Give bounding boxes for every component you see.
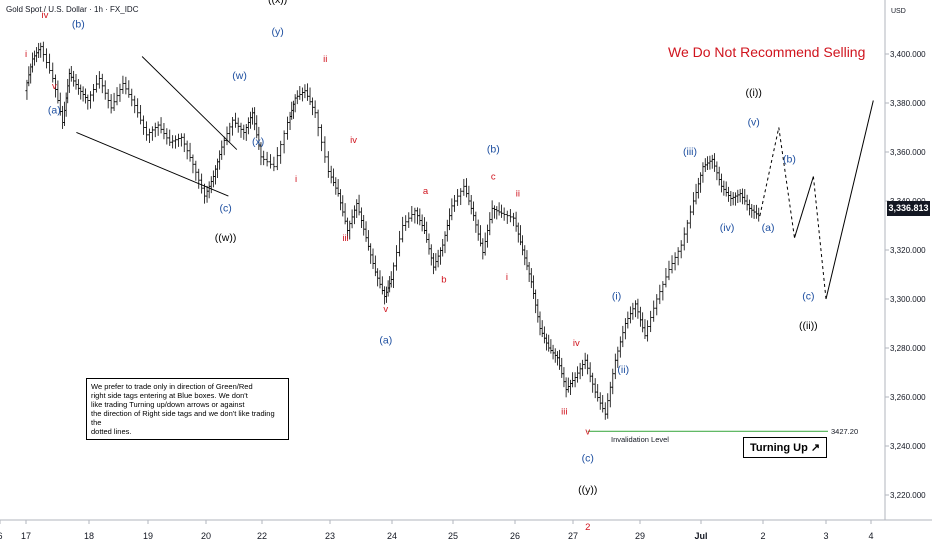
wave-label: ((i)) (746, 87, 762, 99)
turning-up-label: Turning Up (750, 442, 808, 454)
invalidation-label: Invalidation Level (611, 435, 669, 444)
wave-label: ii (323, 54, 327, 65)
wave-labels: iv(b)v(a)i(c)((w))(w)(x)((x))(y)iiiiiiiv… (25, 0, 818, 533)
wave-label: ((x)) (268, 0, 287, 6)
currency-label: USD (891, 8, 906, 15)
wave-label: iii (342, 233, 348, 244)
wave-label: v (52, 81, 57, 92)
wave-label: v (383, 304, 388, 315)
wave-label: (b) (783, 153, 796, 165)
x-tick-label: 20 (201, 531, 211, 541)
y-tick-label: 3,400.000 (890, 50, 926, 59)
wedge-lower-line (76, 131, 229, 197)
y-tick-label: 3,360.000 (890, 148, 926, 157)
wave-label: v (585, 426, 590, 437)
x-tick-label: 4 (868, 531, 873, 541)
wave-label: (a) (48, 104, 61, 116)
projection-dashed (812, 176, 827, 300)
price-series (25, 41, 761, 420)
wave-label: i (506, 272, 508, 283)
x-tick-label: 25 (448, 531, 458, 541)
wave-label: b (441, 274, 446, 285)
wave-label: (ii) (617, 364, 629, 376)
note-line: dotted lines. (91, 427, 132, 436)
wave-label: (c) (802, 291, 814, 303)
wave-label: a (423, 186, 429, 197)
x-tick-label: 17 (21, 531, 31, 541)
wave-label: iv (573, 338, 580, 349)
x-tick-label: 23 (325, 531, 335, 541)
wave-label: (b) (72, 19, 85, 31)
x-tick-label: 18 (84, 531, 94, 541)
trading-note: We prefer to trade only in direction of … (86, 378, 289, 440)
projection-solid (794, 176, 814, 238)
wave-label: ii (516, 189, 520, 200)
wave-label: 2 (585, 522, 590, 533)
wave-label: ((y)) (578, 484, 597, 496)
wave-label: (c) (219, 202, 231, 214)
y-axis: 3,220.000 3,240.000 3,260.000 3,280.000 3,30… (884, 0, 926, 520)
wave-label: (iv) (720, 222, 735, 234)
wave-label: (a) (762, 222, 775, 234)
x-tick-label: 24 (387, 531, 397, 541)
wave-label: ((w)) (215, 232, 237, 244)
wave-label: iv (41, 10, 48, 21)
note-line: right side tags entering at Blue boxes. … (91, 391, 248, 400)
y-tick-label: 3,240.000 (890, 442, 926, 451)
x-tick-label: 22 (257, 531, 267, 541)
wave-label: (c) (582, 452, 594, 464)
wave-label: (a) (379, 335, 392, 347)
y-tick-label: 3,380.000 (890, 99, 926, 108)
wedge-upper-line (141, 56, 238, 150)
wave-label: iii (561, 407, 567, 418)
y-tick-label: 3,220.000 (890, 491, 926, 500)
wave-label: c (491, 172, 496, 183)
y-tick-label: 3,320.000 (890, 246, 926, 255)
wave-label: i (25, 49, 27, 60)
projection-dashed (759, 127, 795, 238)
wave-label: ((ii)) (799, 320, 818, 332)
wave-label: (x) (252, 136, 264, 148)
invalidation-price-label: 3427.20 (831, 427, 859, 436)
note-line: like trading Turning up/down arrows or a… (91, 400, 245, 409)
y-tick-label: 3,300.000 (890, 295, 926, 304)
wave-label: i (295, 174, 297, 185)
note-line: the direction of Right side tags and we … (91, 409, 275, 427)
wave-label: (b) (487, 144, 500, 156)
x-tick-label: 26 (510, 531, 520, 541)
wedge-lines (76, 56, 238, 197)
last-price-badge: 3,336.813 (887, 201, 930, 216)
arrow-up-right-icon: ↗ (810, 442, 821, 454)
y-tick-label: 3,280.000 (890, 344, 926, 353)
wave-label: (i) (612, 291, 621, 303)
x-tick-label: 27 (568, 531, 578, 541)
wave-label: (w) (232, 70, 247, 82)
wave-label: (iii) (683, 146, 697, 158)
projection-long (825, 100, 874, 300)
x-tick-label: 2 (760, 531, 765, 541)
x-tick-label: 19 (143, 531, 153, 541)
x-tick-label: 29 (635, 531, 645, 541)
turning-up-badge: Turning Up ↗ (743, 437, 828, 458)
x-tick-label: 6 (0, 531, 3, 541)
wave-label: (v) (748, 117, 760, 129)
x-tick-label: Jul (694, 531, 707, 541)
note-line: We prefer to trade only in direction of … (91, 382, 253, 391)
headline: We Do Not Recommend Selling (668, 44, 866, 60)
wave-label: (y) (272, 26, 284, 38)
projection-series (587, 100, 874, 432)
y-tick-label: 3,260.000 (890, 393, 926, 402)
x-tick-label: 3 (823, 531, 828, 541)
x-axis: 1718192022232425262729Jul2346 (0, 519, 932, 541)
symbol-title: Gold Spot / U.S. Dollar · 1h · FX_IDC (6, 5, 139, 14)
wave-label: iv (350, 135, 357, 146)
